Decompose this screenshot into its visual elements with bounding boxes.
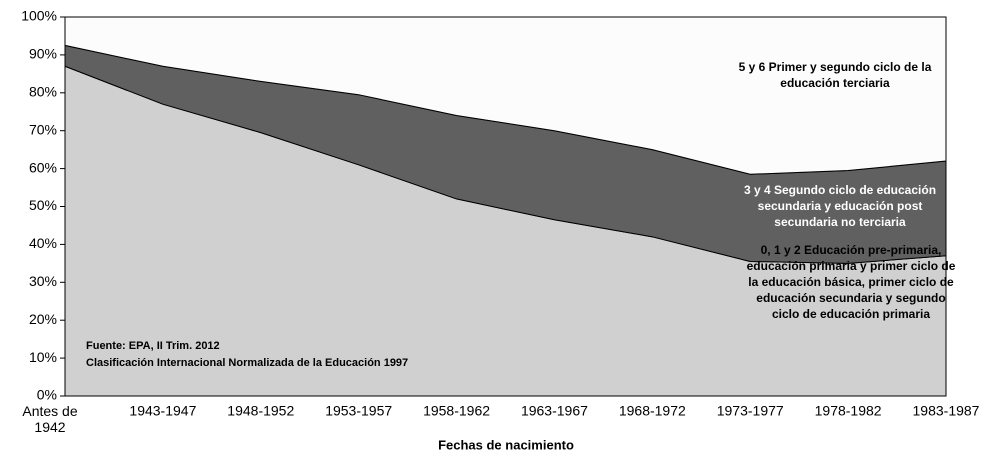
x-tick-label: 1983-1987 xyxy=(913,403,980,419)
x-tick-label: 1948-1952 xyxy=(227,403,294,419)
x-tick-label: Antes de 1942 xyxy=(22,403,77,435)
y-tick-label: 20% xyxy=(29,311,57,327)
x-tick-label: 1953-1957 xyxy=(325,403,392,419)
x-tick-label: 1978-1982 xyxy=(815,403,882,419)
x-tick-label: 1968-1972 xyxy=(619,403,686,419)
y-tick-label: 0% xyxy=(37,387,57,403)
x-tick-label: 1973-1977 xyxy=(717,403,784,419)
area xyxy=(64,16,947,175)
x-tick-label: 1943-1947 xyxy=(129,403,196,419)
series-label: 0, 1 y 2 Educación pre-primaria, educaci… xyxy=(746,243,956,321)
x-tick-label: 1958-1962 xyxy=(423,403,490,419)
y-tick-label: 90% xyxy=(29,46,57,62)
y-tick-label: 50% xyxy=(29,197,57,213)
y-tick-label: 10% xyxy=(29,349,57,365)
y-tick-label: 80% xyxy=(29,84,57,100)
y-tick-label: 60% xyxy=(29,159,57,175)
y-tick-label: 70% xyxy=(29,121,57,137)
series-label: 5 y 6 Primer y segundo ciclo de la educa… xyxy=(738,60,932,90)
y-tick-label: 40% xyxy=(29,235,57,251)
x-tick-label: 1963-1967 xyxy=(521,403,588,419)
x-axis-label: Fechas de nacimiento xyxy=(438,437,574,452)
source-note: Clasificación Internacional Normalizada … xyxy=(86,357,409,369)
source-note: Fuente: EPA, II Trim. 2012 xyxy=(86,340,220,352)
y-tick-label: 30% xyxy=(29,273,57,289)
series-label: 3 y 4 Segundo ciclo de educación secunda… xyxy=(743,183,937,229)
y-tick-label: 100% xyxy=(21,8,57,24)
